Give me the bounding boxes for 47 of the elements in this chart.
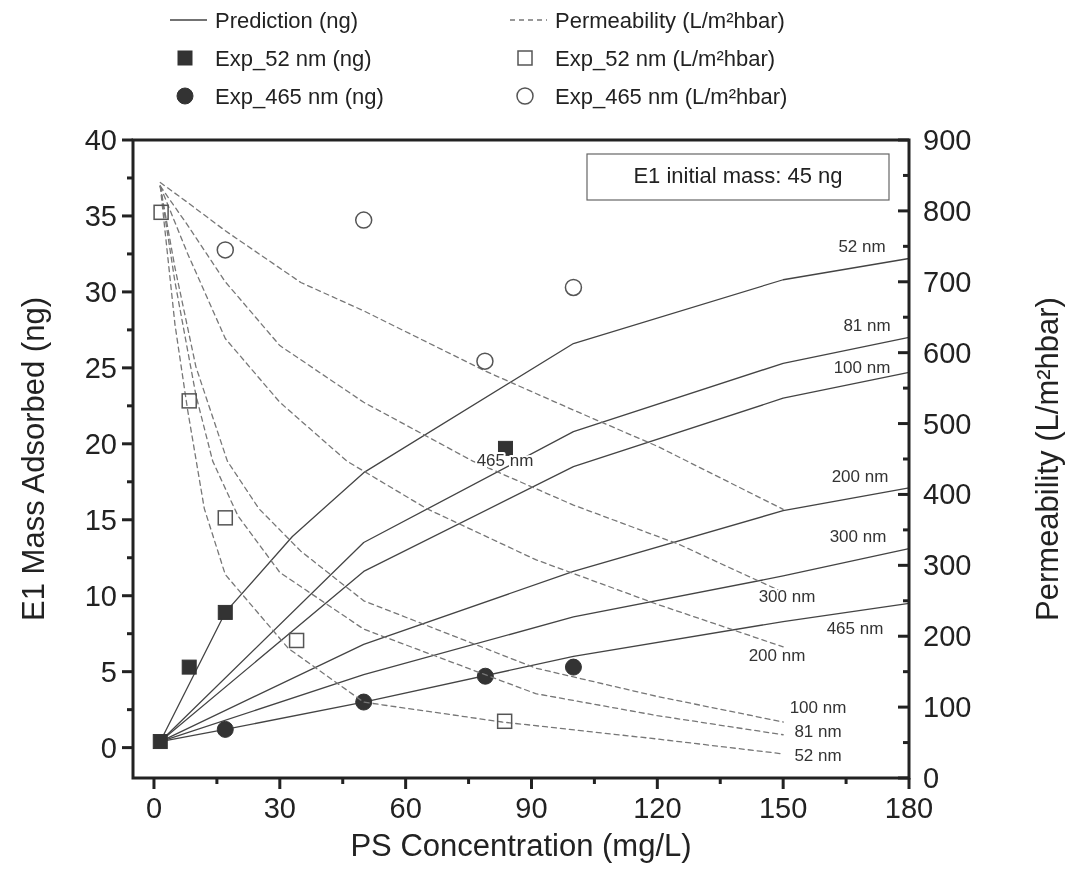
annotation: 200 nm [748,646,806,666]
y2-tick-label: 800 [923,194,972,227]
y2-axis-title: Permeability (L/m²hbar) [1030,297,1065,621]
annotation: 200 nm [831,467,889,487]
legend-label: Prediction (ng) [215,7,359,33]
y-tick-label: 30 [84,275,117,308]
legend-label: Exp_465 nm (L/m²hbar) [555,83,788,109]
x-tick-label: 150 [758,792,808,824]
annotation: 300 nm [829,527,887,547]
annotation: 52 nm [838,237,886,257]
legend-label: Exp_52 nm (ng) [215,45,372,71]
y-tick-label: 35 [84,199,117,232]
x-tick-label: 180 [884,792,934,824]
annotation: 100 nm [789,698,847,718]
x-tick-label: 60 [389,792,422,824]
annotation: 81 nm [843,316,891,336]
y-tick-label: 40 [84,124,117,156]
x-tick-label: 120 [633,792,682,824]
y-tick-label: 10 [84,579,117,612]
y-tick-label: 15 [84,503,117,536]
y2-tick-label: 300 [923,549,972,582]
y2-tick-label: 100 [923,691,972,724]
y-tick-label: 25 [84,351,117,384]
y2-tick-label: 500 [923,407,972,440]
annotation: 81 nm [794,722,842,742]
y-axis-title: E1 Mass Adsorbed (ng) [16,297,51,621]
legend-label: Exp_465 nm (ng) [215,83,384,109]
x-tick-label: 30 [263,792,296,824]
y2-tick-label: 0 [923,762,940,794]
y2-tick-label: 600 [923,336,972,369]
annotation: 100 nm [833,358,891,378]
annotation: E1 initial mass: 45 ng [633,162,843,188]
y2-tick-label: 200 [923,620,972,653]
y2-tick-label: 900 [923,124,972,156]
x-axis-title: PS Concentration (mg/L) [350,828,692,863]
annotation: 300 nm [758,587,816,607]
annotation: 52 nm [794,746,842,766]
legend-label: Permeability (L/m²hbar) [555,7,785,33]
annotation: 465 nm [826,619,884,639]
y-tick-label: 20 [84,427,117,460]
y-tick-label: 5 [100,655,117,688]
x-tick-label: 0 [145,792,163,824]
legend-label: Exp_52 nm (L/m²hbar) [555,45,776,71]
x-tick-label: 90 [515,792,548,824]
y-tick-label: 0 [100,731,117,764]
y2-tick-label: 400 [923,478,972,511]
y2-tick-label: 700 [923,265,972,298]
